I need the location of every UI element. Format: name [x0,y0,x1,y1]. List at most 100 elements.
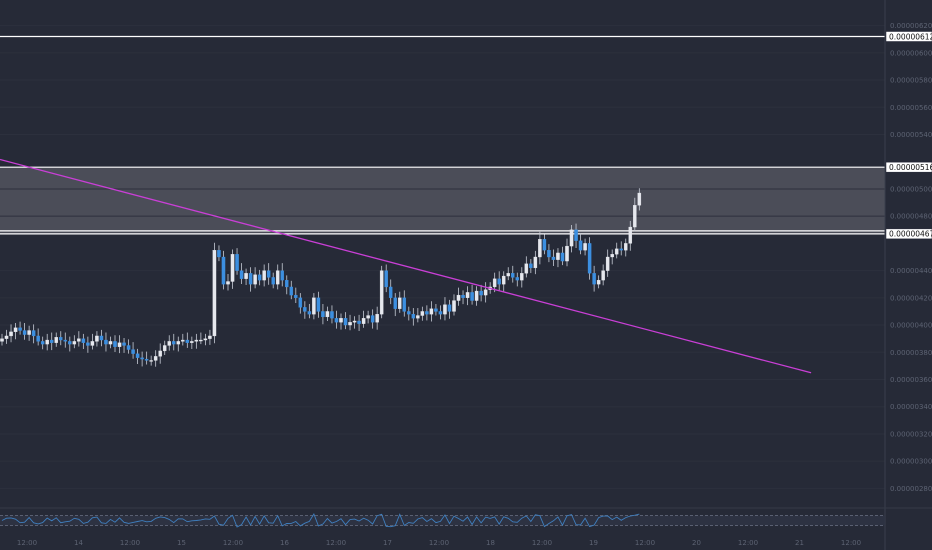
candle [515,272,520,287]
time-tick-label: 12:00 [841,539,861,547]
candle [501,271,506,292]
resistance-zone-layer [0,167,885,234]
candle-body-up [312,297,316,315]
candle [511,265,515,283]
price-tick-label: 0.00000600 [890,49,932,57]
time-tick-label: 12:00 [17,539,37,547]
candle [560,246,565,266]
candle-body-down [479,290,483,296]
candle [547,244,551,263]
candle-body-up [524,263,529,274]
candle-body-up [253,274,257,285]
candle [556,248,560,268]
candle-body-down [307,311,312,315]
candle [99,329,104,347]
candle [217,245,221,262]
time-tick-label: 12:00 [120,539,140,547]
candle [27,325,31,341]
candle [465,286,470,306]
candle-body-up [452,300,456,312]
candle [117,335,122,354]
candle [95,331,99,347]
candle [18,321,22,335]
candle-body-down [239,270,244,279]
candle-body-down [271,277,275,285]
candle [90,333,95,350]
candle-body-down [221,256,226,285]
candle-body-down [99,335,104,341]
price-tick-label: 0.00000280 [890,485,932,493]
candle [72,335,77,349]
candle-body-up [416,315,420,319]
candle-body-up [605,256,610,271]
candle-body-down [289,286,294,296]
price-tick-label: 0.00000440 [890,267,932,275]
candle [398,291,402,313]
candle-body-up [633,205,637,228]
candle-body-down [294,294,298,298]
time-axis[interactable]: 12:00 14 12:00 15 12:00 16 12:00 17 12:00 18 12:00… [17,539,861,547]
price-tick-label: 0.00000480 [890,213,932,221]
price-level-label: 0.00000612 [889,32,932,41]
candle [4,329,9,344]
candle [384,264,388,293]
price-tick-label: 0.00000560 [890,104,932,112]
candle-body-down [68,341,72,345]
candle [420,306,425,321]
candle [447,299,452,319]
candle-body-up [637,192,642,206]
candle [520,267,524,288]
candle [312,293,316,320]
candle [122,337,126,353]
candle-body-up [465,292,470,298]
candle-body-down [113,341,117,347]
candle-body-down [587,243,592,274]
candle [294,287,298,304]
candle [434,303,438,316]
candle-body-down [144,358,149,361]
candle [108,336,113,349]
time-tick-label: 14 [74,539,83,547]
candle [474,286,479,306]
price-axis[interactable]: 0.00000620 0.00000600 0.00000580 0.00000560… [885,22,932,493]
candle-body-up [117,342,122,347]
candle [348,314,352,331]
candle-body-down [298,297,303,308]
price-tick-label: 0.00000400 [890,322,932,330]
candle [248,267,253,292]
candle [352,316,357,329]
candle-body-up [569,229,574,247]
candle [36,328,40,346]
candle [610,249,614,265]
time-tick-label: 12:00 [326,539,346,547]
candle-body-up [194,339,199,342]
candle [416,308,420,323]
price-tick-label: 0.00000620 [890,22,932,30]
trendline [0,158,812,374]
price-level-layer [0,35,885,235]
candle-body-down [49,339,54,343]
price-tick-label: 0.00000380 [890,349,932,357]
candle [569,225,574,253]
candle [524,256,529,278]
candle [185,332,190,348]
candle [257,269,262,286]
candle [506,267,510,281]
candle-body-up [492,278,497,288]
candle-body-up [520,273,524,281]
candle [533,250,538,275]
candle-body-up [162,345,167,352]
candle [280,263,284,287]
candle [9,324,13,343]
candle [13,323,18,340]
candle [370,309,375,329]
candle [425,305,429,321]
time-tick-label: 12:00 [223,539,243,547]
candle [565,238,569,267]
candle [230,249,235,289]
time-tick-label: 19 [589,539,598,547]
candle-body-down [59,337,63,341]
candle [379,265,384,319]
candle [190,336,194,350]
